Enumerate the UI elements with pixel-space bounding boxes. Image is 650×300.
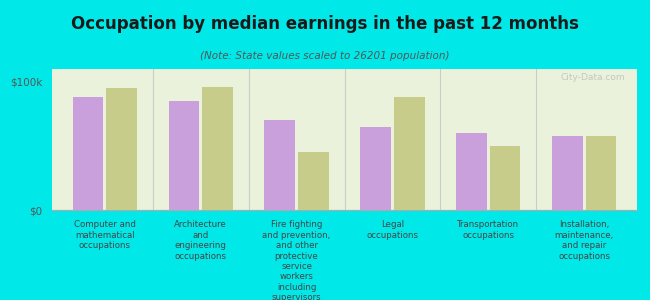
Bar	[360, 127, 391, 210]
Bar	[202, 87, 233, 210]
Bar	[586, 136, 616, 210]
Text: Occupation by median earnings in the past 12 months: Occupation by median earnings in the pas…	[71, 15, 579, 33]
Bar	[490, 146, 521, 210]
Bar	[106, 88, 137, 210]
Bar	[394, 97, 424, 210]
Bar	[168, 101, 199, 210]
Bar	[552, 136, 583, 210]
Bar	[456, 133, 487, 210]
Bar	[73, 97, 103, 210]
Text: (Note: State values scaled to 26201 population): (Note: State values scaled to 26201 popu…	[200, 51, 450, 61]
Bar	[298, 152, 329, 210]
Text: City-Data.com: City-Data.com	[561, 73, 625, 82]
Bar	[265, 120, 295, 210]
